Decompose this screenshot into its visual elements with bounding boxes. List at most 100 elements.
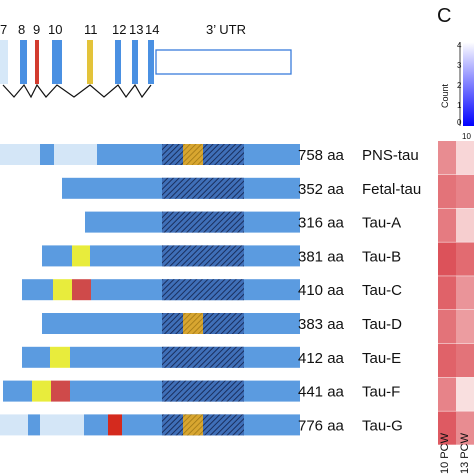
heatmap-cell <box>438 310 456 344</box>
exon-13-box <box>132 40 138 84</box>
heatmap-cell <box>456 141 474 175</box>
isoform-length: 383 aa <box>298 316 345 333</box>
exon-9-box <box>35 40 39 84</box>
isoform-domain-segment <box>22 346 50 368</box>
isoform-row: 776 aa Tau-G <box>0 414 403 436</box>
isoform-row: 316 aa Tau-A <box>85 211 401 233</box>
column-label-13pcw: 13 PCW <box>459 432 471 474</box>
heatmap-cell <box>456 310 474 344</box>
isoform-domain-segment <box>40 144 54 165</box>
count-tick-3: 3 <box>457 61 462 70</box>
isoform-row: 412 aa Tau-E <box>22 346 401 368</box>
heatmap-cell <box>456 377 474 411</box>
isoform-length: 316 aa <box>298 215 345 232</box>
heatmap-cell <box>438 208 456 242</box>
heatmap <box>438 141 474 445</box>
panel-c-label: C <box>437 5 451 27</box>
isoform-domain-segment <box>108 414 122 436</box>
isoform-domain-segment <box>72 279 91 301</box>
count-legend: 4 3 2 1 0 Count 10 <box>440 41 474 141</box>
isoform-name: Tau-C <box>362 282 402 299</box>
exon-label-9: 9 <box>33 22 40 37</box>
isoform-length: 758 aa <box>298 147 345 164</box>
heatmap-cell <box>456 411 474 445</box>
isoform-name: Tau-A <box>362 215 401 232</box>
isoform-length: 352 aa <box>298 181 345 198</box>
isoform-row: 381 aa Tau-B <box>42 245 401 267</box>
isoform-domain-segment <box>0 144 40 165</box>
exon-label-12: 12 <box>112 22 126 37</box>
exon-map: 7 8 9 10 11 12 13 14 3’ UTR <box>0 22 292 99</box>
exon-label-13: 13 <box>129 22 143 37</box>
heatmap-cell <box>438 242 456 276</box>
utr-box <box>155 49 292 75</box>
repeat-region <box>162 380 244 402</box>
isoform-domain-segment <box>53 279 72 301</box>
heatmap-cell <box>438 377 456 411</box>
panel-c: C 4 3 2 1 0 Count 10 10 PCW 13 PCW <box>437 5 474 474</box>
isoform-row: 441 aa Tau-F <box>3 380 400 402</box>
isoform-row: 383 aa Tau-D <box>42 313 402 334</box>
splice-lines <box>2 83 152 99</box>
isoform-domain-segment <box>51 380 70 402</box>
exon-label-14: 14 <box>145 22 159 37</box>
repeat-region <box>162 279 244 301</box>
repeat-r2-region <box>183 313 203 334</box>
heatmap-cell <box>438 343 456 378</box>
exon-10-box <box>52 40 62 84</box>
isoform-name: Tau-F <box>362 384 400 401</box>
isoform-name: Fetal-tau <box>362 181 421 198</box>
isoform-length: 410 aa <box>298 282 345 299</box>
isoform-length: 412 aa <box>298 350 345 367</box>
exon-label-10: 10 <box>48 22 62 37</box>
isoform-row: 758 aa PNS-tau <box>0 144 419 165</box>
count-colorbar <box>463 42 474 126</box>
isoform-domain-segment <box>84 414 108 436</box>
exon-11-box <box>87 40 93 84</box>
isoform-domain-segment <box>42 245 72 267</box>
isoform-domain-segment <box>72 245 90 267</box>
isoform-name: Tau-D <box>362 316 402 333</box>
isoform-domain-segment <box>3 380 32 402</box>
repeat-region <box>162 177 244 199</box>
repeat-r2-region <box>183 414 203 436</box>
count-tick-1: 1 <box>457 101 462 110</box>
isoform-length: 441 aa <box>298 384 345 401</box>
heatmap-cell <box>456 242 474 276</box>
exon-14-box <box>148 40 154 84</box>
isoform-length: 381 aa <box>298 248 345 265</box>
isoform-name: Tau-B <box>362 248 401 265</box>
exon-12-box <box>115 40 121 84</box>
exon-label-11: 11 <box>84 22 98 37</box>
isoform-name: PNS-tau <box>362 147 419 164</box>
isoform-length: 776 aa <box>298 417 345 434</box>
exon-label-7: 7 <box>0 22 7 37</box>
repeat-region <box>162 211 244 233</box>
isoform-row: 410 aa Tau-C <box>22 279 402 301</box>
exon-label-8: 8 <box>18 22 25 37</box>
isoform-domain-segment <box>0 414 28 436</box>
isoform-domain-segment <box>54 144 97 165</box>
exon-7-box <box>0 40 8 84</box>
count-tick-4: 4 <box>457 41 462 50</box>
isoform-name: Tau-E <box>362 350 401 367</box>
heatmap-cell <box>456 343 474 378</box>
count-tick-0: 0 <box>457 118 462 127</box>
repeat-r2-region <box>183 144 203 165</box>
heatmap-cell <box>438 276 456 310</box>
count-tick-2: 2 <box>457 81 462 90</box>
isoform-name: Tau-G <box>362 417 403 434</box>
isoform-row: 352 aa Fetal-tau <box>62 177 421 199</box>
heatmap-cell <box>456 208 474 242</box>
heatmap-cell <box>438 411 456 445</box>
heatmap-cell <box>456 276 474 310</box>
count-title: Count <box>440 83 450 108</box>
utr-label: 3’ UTR <box>206 22 246 37</box>
isoform-domain-segment <box>22 279 53 301</box>
isoform-domain-segment <box>40 414 84 436</box>
isoform-domain-segment <box>28 414 40 436</box>
exon-8-box <box>20 40 27 84</box>
count-axis-value: 10 <box>462 132 471 141</box>
